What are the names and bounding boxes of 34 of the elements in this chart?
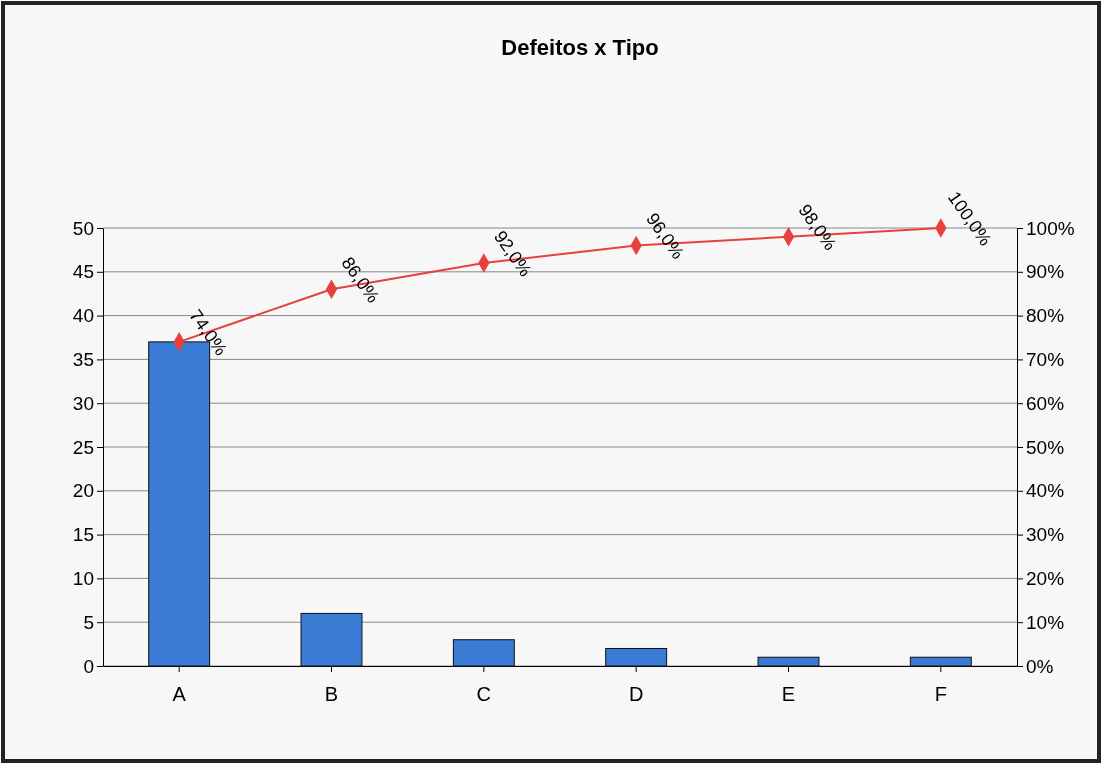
x-tick-label: B (324, 683, 339, 705)
bar (909, 656, 972, 667)
y2-tick-label: 0% (1026, 655, 1054, 677)
y2-tick-label: 90% (1026, 261, 1065, 283)
y-tick-label: 50 (72, 217, 94, 239)
x-tick-label: D (628, 683, 644, 705)
y-tick-label: 10 (72, 567, 94, 589)
x-tick-label: A (172, 683, 187, 705)
y2-tick-label: 20% (1026, 567, 1065, 589)
x-tick-label: F (934, 683, 947, 705)
y-tick-label: 0 (83, 655, 94, 677)
y2-tick-label: 60% (1026, 392, 1065, 414)
y-tick-label: 35 (72, 348, 94, 370)
x-tick-label: C (476, 683, 492, 705)
y-tick-label: 20 (72, 480, 94, 502)
y2-tick-label: 50% (1026, 436, 1065, 458)
bar (605, 647, 668, 667)
y2-tick-label: 10% (1026, 611, 1065, 633)
y2-tick-label: 70% (1026, 348, 1065, 370)
y-tick-label: 30 (72, 392, 94, 414)
chart-title: Defeitos x Tipo (501, 35, 659, 60)
y-tick-label: 40 (72, 305, 94, 327)
y-tick-label: 25 (72, 436, 94, 458)
y2-tick-label: 100% (1026, 217, 1075, 239)
y-tick-label: 5 (83, 611, 94, 633)
bar (300, 612, 363, 667)
y2-tick-label: 40% (1026, 480, 1065, 502)
bar (757, 656, 820, 667)
y2-tick-label: 30% (1026, 524, 1065, 546)
y2-tick-label: 80% (1026, 305, 1065, 327)
bar (452, 639, 515, 667)
y-tick-label: 45 (72, 261, 94, 283)
x-tick-label: E (781, 683, 796, 705)
y-tick-label: 15 (72, 524, 94, 546)
